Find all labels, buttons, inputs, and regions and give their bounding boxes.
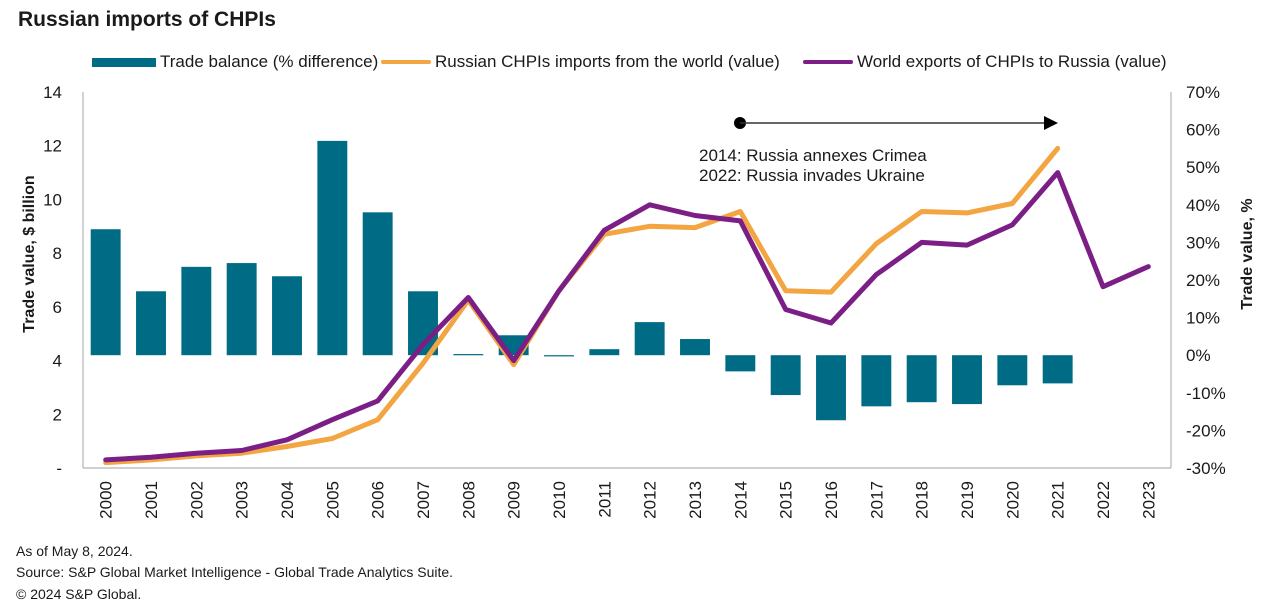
annotation-line-2: 2022: Russia invades Ukraine	[699, 166, 925, 185]
y-left-tick-label: 12	[43, 137, 62, 156]
legend-swatch-line	[803, 60, 853, 64]
bar-2020	[997, 355, 1028, 386]
y-left-tick-label: 2	[53, 405, 62, 424]
legend-item-imports: Russian CHPIs imports from the world (va…	[381, 52, 780, 72]
legend-item-trade-balance: Trade balance (% difference)	[92, 52, 378, 72]
y-axis-right-label: Trade value, %	[1239, 198, 1256, 309]
bar-2008	[453, 354, 484, 356]
y-left-tick-label: -	[56, 459, 62, 478]
bar-2017	[861, 355, 892, 407]
y-left-tick-label: 6	[53, 298, 62, 317]
bar-2019	[952, 355, 982, 405]
x-tick-label: 2017	[867, 481, 886, 519]
chart-title: Russian imports of CHPIs	[18, 8, 276, 31]
bar-2012	[634, 322, 665, 356]
x-tick-label: 2010	[550, 481, 569, 519]
y-right-tick-label: 10%	[1186, 309, 1220, 328]
y-right-tick-label: -20%	[1186, 421, 1226, 440]
x-tick-label: 2012	[641, 481, 660, 519]
annotation: 2014: Russia annexes Crimea 2022: Russia…	[699, 116, 1058, 185]
line-exports	[103, 170, 1151, 463]
y-right-tick-label: 70%	[1186, 83, 1220, 102]
x-tick-label: 2016	[822, 481, 841, 519]
x-tick-label: 2006	[369, 481, 388, 519]
arrow-head-icon	[1044, 116, 1058, 130]
x-tick-label: 2020	[1003, 481, 1022, 519]
x-tick-label: 2007	[414, 481, 433, 519]
x-tick-label: 2000	[97, 481, 116, 519]
bar-2021	[1042, 355, 1073, 384]
bar-2002	[181, 266, 212, 356]
y-right-tick-label: -30%	[1186, 459, 1226, 478]
legend-label: Trade balance (% difference)	[160, 52, 379, 71]
x-tick-label: 2023	[1139, 481, 1158, 519]
bar-2018	[906, 355, 937, 403]
x-tick-label: 2009	[505, 481, 524, 519]
x-tick-label: 2008	[459, 481, 478, 519]
bar-2015	[770, 355, 801, 396]
bar-2001	[136, 291, 166, 356]
legend: Trade balance (% difference) Russian CHP…	[0, 52, 1280, 74]
y-right-tick-label: 40%	[1186, 196, 1220, 215]
annotation-line-1: 2014: Russia annexes Crimea	[699, 146, 927, 165]
bar-2016	[816, 355, 846, 421]
x-tick-label: 2011	[595, 481, 614, 518]
y-axis-left-label: Trade value, $ billion	[21, 175, 38, 332]
bar-2010	[544, 355, 574, 357]
x-tick-label: 2005	[323, 481, 342, 519]
y-right-tick-label: 20%	[1186, 271, 1220, 290]
x-tick-label: 2018	[913, 481, 932, 519]
x-tick-label: 2019	[958, 481, 977, 519]
bar-2005	[317, 140, 348, 356]
x-tick-label: 2015	[777, 481, 796, 519]
footer-copyright: © 2024 S&P Global.	[16, 586, 142, 602]
chart-plot: - 2 4 6 8 10 12 14 -30% -20% -10% 0% 10% 20% 30% 40% 50%…	[21, 83, 1256, 519]
axes	[82, 92, 1172, 469]
bar-series	[90, 140, 1073, 421]
legend-swatch-line	[381, 60, 431, 64]
x-tick-label: 2021	[1049, 481, 1068, 519]
bar-2013	[680, 339, 710, 356]
bar-2014	[725, 355, 756, 372]
y-left-tick-label: 8	[53, 244, 62, 263]
x-tick-label: 2022	[1094, 481, 1113, 519]
footer-as-of: As of May 8, 2024.	[16, 543, 133, 559]
x-tick-label: 2004	[278, 481, 297, 519]
bar-2004	[272, 276, 302, 356]
footer-source: Source: S&P Global Market Intelligence -…	[16, 564, 454, 580]
legend-item-exports: World exports of CHPIs to Russia (value)	[803, 52, 1167, 72]
legend-swatch-bar	[92, 57, 156, 67]
legend-label: World exports of CHPIs to Russia (value)	[857, 52, 1167, 71]
legend-label: Russian CHPIs imports from the world (va…	[435, 52, 780, 71]
y-right-tick-label: 0%	[1186, 346, 1211, 365]
x-tick-label: 2013	[686, 481, 705, 519]
y-right-tick-label: -10%	[1186, 384, 1226, 403]
x-tick-label: 2001	[142, 481, 161, 519]
x-tick-label: 2014	[731, 481, 750, 519]
bar-2011	[589, 349, 620, 356]
bar-2000	[90, 229, 121, 356]
y-left-tick-label: 14	[43, 83, 62, 102]
x-tick-label: 2003	[233, 481, 252, 519]
bar-2003	[226, 263, 257, 356]
bar-2006	[362, 212, 393, 356]
x-tick-label: 2002	[187, 481, 206, 519]
tick-labels: - 2 4 6 8 10 12 14 -30% -20% -10% 0% 10% 20% 30% 40% 50%…	[43, 83, 1226, 519]
y-left-tick-label: 10	[43, 190, 62, 209]
y-left-tick-label: 4	[53, 352, 62, 371]
y-right-tick-label: 60%	[1186, 121, 1220, 140]
y-right-tick-label: 50%	[1186, 158, 1220, 177]
y-right-tick-label: 30%	[1186, 233, 1220, 252]
line-series	[103, 145, 1151, 466]
